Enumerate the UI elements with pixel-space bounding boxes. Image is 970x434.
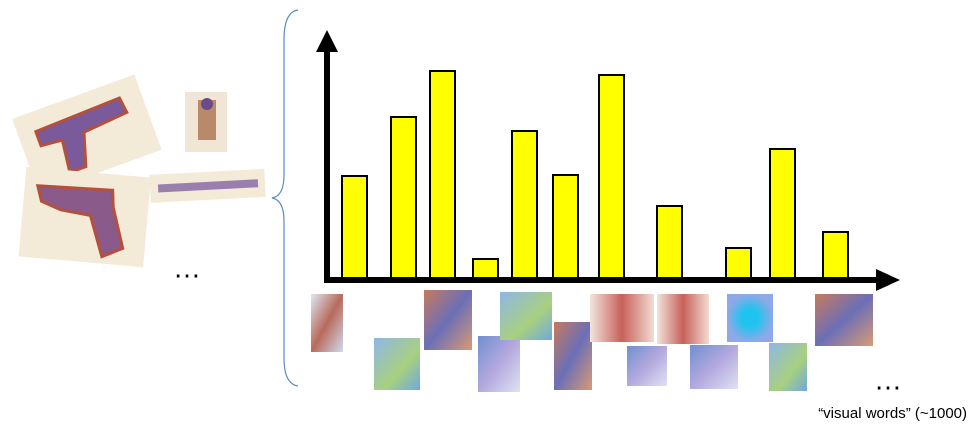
rifle-image (149, 169, 265, 203)
bar (391, 117, 416, 278)
bar (823, 232, 848, 278)
y-arrow (316, 30, 338, 52)
x-arrow (876, 269, 900, 291)
patch (627, 346, 667, 386)
patch (424, 290, 472, 350)
bar (430, 71, 455, 278)
small-object-image (185, 92, 227, 152)
patch (690, 345, 738, 389)
caption: “visual words” (~1000) (818, 405, 967, 422)
patch (727, 294, 773, 342)
bar (473, 259, 498, 278)
ellipsis: … (874, 364, 902, 395)
patch (374, 338, 420, 390)
bar (599, 75, 624, 278)
patch (657, 294, 709, 344)
visual-word-patches: … (311, 290, 902, 395)
brace (272, 10, 298, 386)
patch (769, 343, 807, 391)
ellipsis: … (173, 252, 201, 283)
patch (478, 336, 520, 392)
patch (554, 322, 592, 390)
revolver-image (19, 167, 151, 268)
bar (553, 175, 578, 278)
source-images: … (12, 74, 266, 283)
bar (512, 131, 537, 278)
patch (500, 292, 552, 340)
histogram (342, 71, 848, 278)
bar (342, 176, 367, 278)
bar (770, 149, 795, 278)
patch (311, 294, 343, 352)
bar (726, 248, 751, 278)
patch (590, 294, 654, 342)
bar (657, 206, 682, 278)
diagram: … … “visual words” (~1000) (0, 0, 970, 434)
patch (815, 294, 873, 346)
